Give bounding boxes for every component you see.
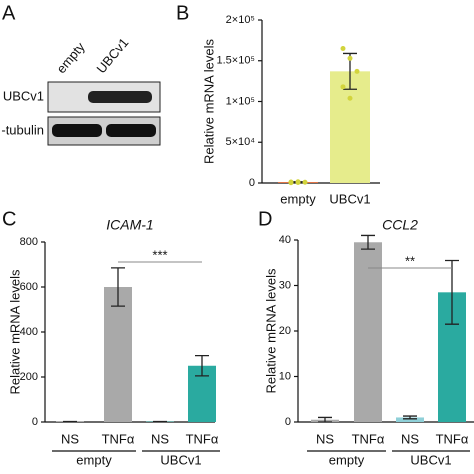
blot-panel: A empty UBCv1 UBCv1 -tubulin — [1, 2, 161, 146]
panel-letter: A — [2, 2, 16, 24]
row-label: -tubulin — [1, 122, 44, 137]
lane-label: empty — [53, 39, 88, 76]
x-tick-label: NS — [61, 431, 79, 446]
y-tick-label: 400 — [20, 326, 38, 338]
x-tick-label: empty — [280, 191, 316, 206]
error-bar — [361, 234, 375, 250]
bar — [330, 71, 370, 183]
panel-letter: B — [176, 2, 189, 24]
y-tick-label: 30 — [279, 279, 291, 291]
x-tick-label: TNFα — [102, 431, 135, 446]
y-tick-label: 1×10⁵ — [226, 95, 255, 107]
row-label: UBCv1 — [3, 88, 44, 103]
blot-band — [106, 124, 156, 137]
y-tick-label: 0 — [32, 416, 38, 428]
data-point — [354, 68, 360, 74]
group-label: UBCv1 — [410, 452, 451, 467]
data-point — [347, 95, 353, 101]
y-tick-label: 200 — [20, 371, 38, 383]
data-point — [347, 55, 353, 61]
error-bar — [195, 354, 209, 377]
y-tick-label: 600 — [20, 281, 38, 293]
chart-title: ICAM-1 — [106, 217, 153, 233]
blot-band — [88, 91, 152, 103]
lane-label: UBCv1 — [93, 35, 131, 76]
group-label: empty — [76, 452, 112, 467]
x-tick-label: TNFα — [352, 431, 385, 446]
y-axis-title: Relative mRNA levels — [7, 269, 22, 394]
error-bar — [403, 415, 417, 420]
group-label: empty — [329, 452, 365, 467]
y-tick-label: 0 — [249, 177, 255, 189]
x-tick-label: TNFα — [436, 431, 469, 446]
significance-label: ** — [405, 253, 415, 268]
data-point — [302, 179, 308, 185]
y-tick-label: 800 — [20, 236, 38, 248]
x-tick-label: NS — [401, 431, 419, 446]
bar — [354, 242, 382, 422]
chart-title: CCL2 — [382, 217, 418, 233]
error-bar — [445, 259, 459, 325]
y-axis-title: Relative mRNA levels — [263, 268, 278, 393]
bar — [396, 417, 424, 422]
data-point — [288, 179, 294, 185]
significance-label: *** — [152, 247, 167, 262]
x-tick-label: NS — [151, 431, 169, 446]
y-tick-label: 5×10⁴ — [225, 136, 255, 148]
group-label: UBCv1 — [160, 452, 201, 467]
panel-letter: C — [2, 208, 16, 230]
y-tick-label: 1.5×10⁵ — [216, 55, 255, 67]
y-axis-title: Relative mRNA levels — [201, 39, 216, 164]
y-tick-label: 40 — [279, 234, 291, 246]
x-tick-label: UBCv1 — [329, 191, 370, 206]
error-bar — [318, 416, 332, 423]
y-tick-label: 0 — [285, 416, 291, 428]
data-point — [340, 84, 346, 90]
blot-band — [52, 124, 102, 137]
bar — [104, 287, 132, 422]
data-point — [295, 179, 301, 185]
y-tick-label: 20 — [279, 325, 291, 337]
x-tick-label: TNFα — [186, 431, 219, 446]
y-tick-label: 2×10⁵ — [226, 14, 255, 26]
data-point — [340, 46, 346, 52]
panel-letter: D — [258, 208, 272, 230]
x-tick-label: NS — [316, 431, 334, 446]
y-tick-label: 10 — [279, 370, 291, 382]
error-bar — [111, 267, 125, 307]
